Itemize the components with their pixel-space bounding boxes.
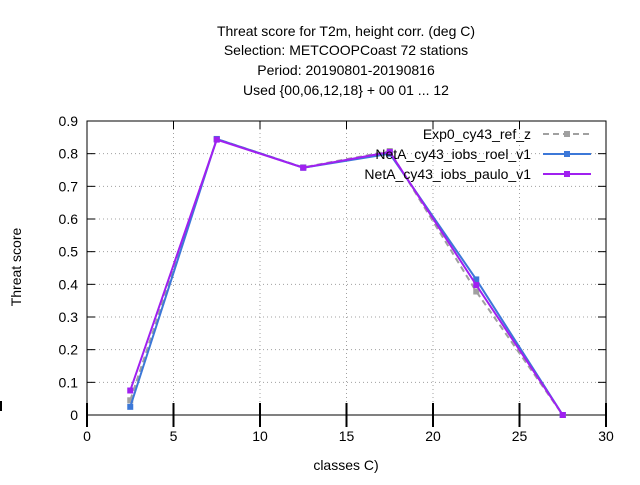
- x-axis-label: classes C): [313, 457, 378, 473]
- series-2-point-0: [127, 387, 134, 394]
- x-tick-label-3: 15: [339, 428, 355, 444]
- series-0-point-0: [127, 397, 134, 404]
- title-line-3: Period: 20190801-20190816: [257, 62, 435, 78]
- series-2: [127, 136, 566, 418]
- y-tick-label-8: 0.8: [59, 146, 79, 162]
- x-tick-label-4: 20: [425, 428, 441, 444]
- x-tick-label-0: 0: [83, 428, 91, 444]
- series-1-point-0: [127, 403, 134, 410]
- series-2-point-5: [559, 412, 566, 418]
- y-tick-label-0: 0: [70, 407, 78, 423]
- y-tick-label-1: 0.1: [59, 374, 79, 390]
- axes: [0, 120, 607, 427]
- series-2-point-2: [300, 164, 307, 171]
- x-tick-label-1: 5: [170, 428, 178, 444]
- y-tick-label-9: 0.9: [59, 113, 79, 129]
- series-2-point-4: [473, 281, 480, 288]
- y-tick-label-4: 0.4: [59, 276, 79, 292]
- legend-marker-1: [564, 151, 570, 157]
- y-tick-label-2: 0.2: [59, 342, 79, 358]
- legend-label-0: Exp0_cy43_ref_z: [423, 126, 531, 142]
- y-tick-label-7: 0.7: [59, 178, 79, 194]
- legend-marker-2: [564, 171, 570, 177]
- legend-marker-0: [564, 131, 570, 137]
- series-2-point-3: [386, 149, 393, 156]
- series-1-point-4: [473, 276, 480, 283]
- title-line-1: Threat score for T2m, height corr. (deg …: [217, 23, 475, 39]
- series-2-point-1: [213, 136, 220, 143]
- title-line-2: Selection: METCOOPCoast 72 stations: [224, 42, 468, 58]
- series-lines: [127, 135, 566, 418]
- x-tick-label-6: 30: [598, 428, 614, 444]
- y-tick-label-5: 0.5: [59, 244, 79, 260]
- legend-label-2: NetA_cy43_iobs_paulo_v1: [364, 166, 531, 182]
- x-tick-label-2: 10: [252, 428, 268, 444]
- title-line-4: Used {00,06,12,18} + 00 01 ... 12: [243, 82, 449, 98]
- series-line-2: [129, 138, 564, 416]
- series-0-point-4: [473, 288, 480, 295]
- x-tick-label-5: 25: [512, 428, 528, 444]
- y-tick-label-6: 0.6: [59, 211, 79, 227]
- legend-label-1: NetA_cy43_iobs_roel_v1: [375, 146, 531, 162]
- y-axis-label: Threat score: [8, 227, 24, 306]
- legend: Exp0_cy43_ref_z NetA_cy43_iobs_roel_v1 Net…: [364, 126, 591, 182]
- tick-labels: 0 0.1 0.2 0.3 0.4 0.5 0.6 0.7 0.8 0.9 0 5 10 15 20 25 30: [59, 113, 614, 444]
- chart-title: Threat score for T2m, height corr. (deg …: [217, 23, 475, 98]
- y-tick-label-3: 0.3: [59, 309, 79, 325]
